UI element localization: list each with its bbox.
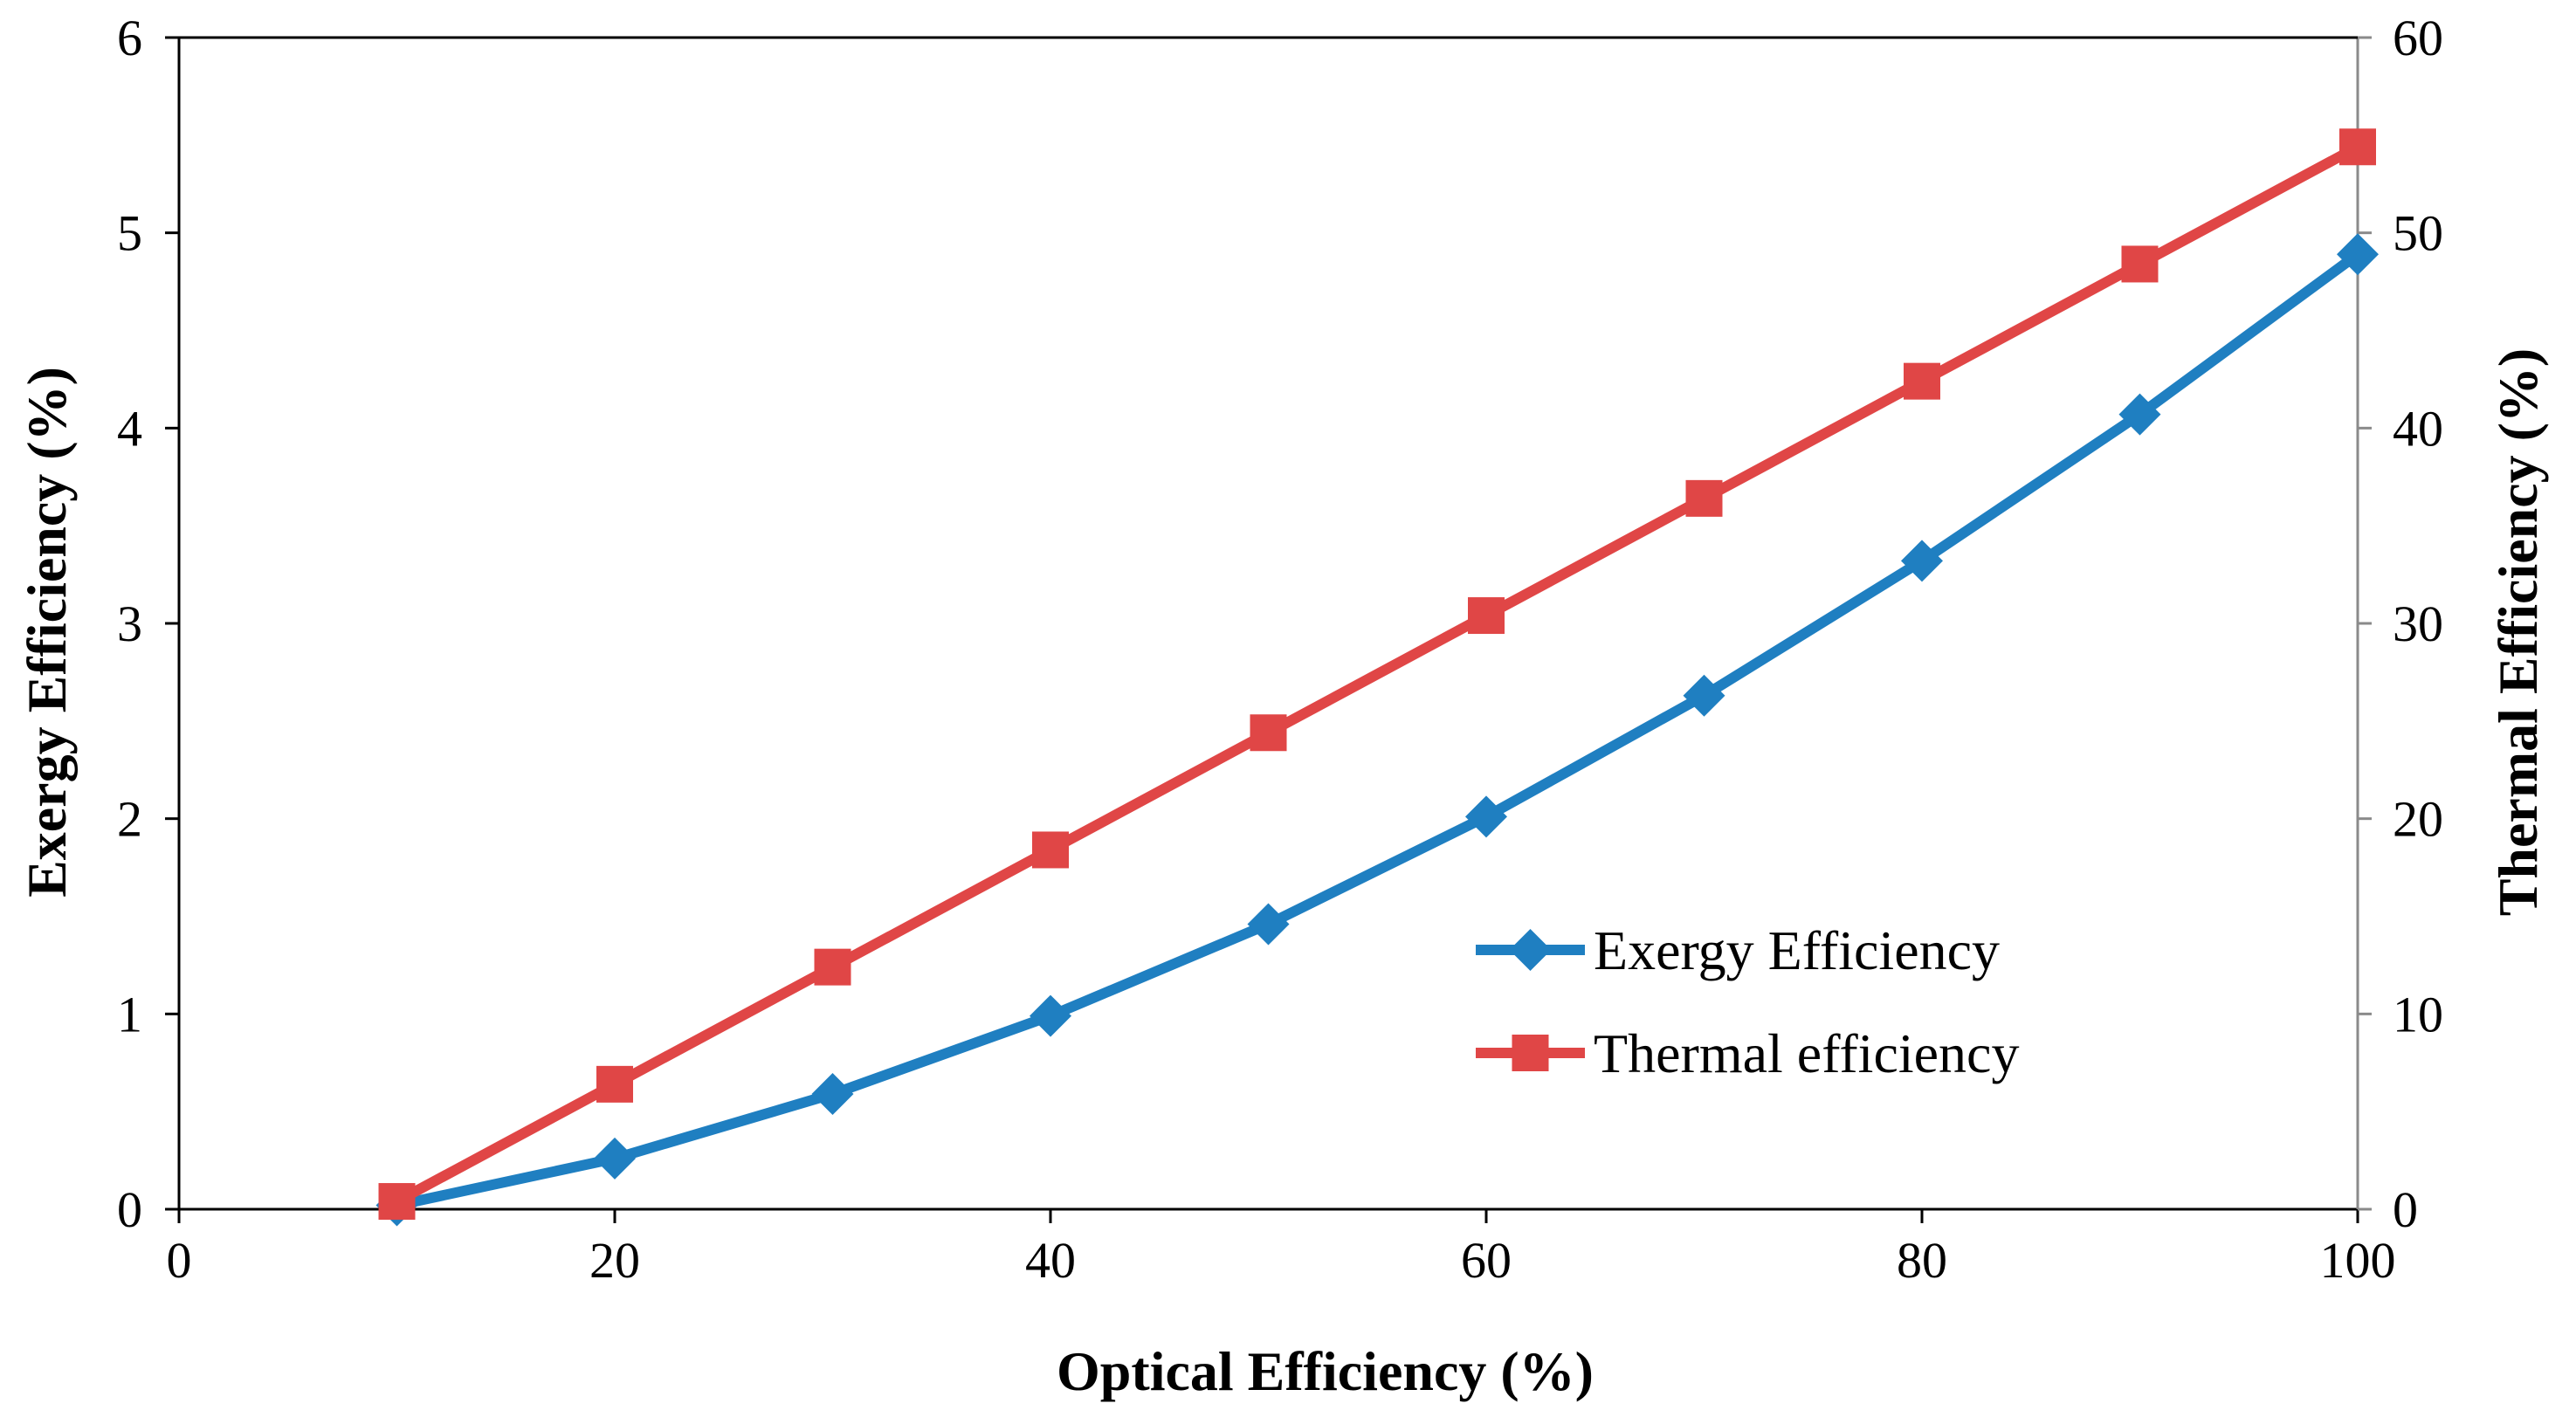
- right-y-tick-label: 40: [2393, 400, 2443, 457]
- data-point: [1468, 597, 1505, 635]
- legend-item: Thermal efficiency: [1476, 1022, 2019, 1084]
- left-y-tick-label: 3: [117, 595, 142, 652]
- series-0: [375, 233, 2379, 1227]
- series-1: [378, 128, 2376, 1221]
- data-point: [1685, 479, 1723, 517]
- x-tick-label: 80: [1897, 1232, 1947, 1289]
- right-y-tick-label: 60: [2393, 10, 2443, 66]
- data-point: [1465, 795, 1507, 838]
- data-point: [811, 1073, 854, 1116]
- legend-item: Exergy Efficiency: [1476, 919, 2000, 981]
- data-point: [1032, 831, 1069, 869]
- data-point: [1683, 674, 1725, 717]
- data-point: [1250, 714, 1287, 752]
- left-y-tick-label: 0: [117, 1181, 142, 1238]
- data-point: [1030, 994, 1071, 1037]
- right-y-tick-label: 30: [2393, 595, 2443, 652]
- left-y-tick-label: 4: [117, 400, 142, 457]
- data-point: [594, 1137, 636, 1180]
- x-tick-label: 100: [2320, 1232, 2396, 1289]
- series-line: [391, 141, 2363, 1207]
- left-y-tick-label: 2: [117, 791, 142, 848]
- legend-marker: [1509, 929, 1552, 971]
- legend-label: Thermal efficiency: [1594, 1022, 2019, 1084]
- data-point: [1901, 540, 1943, 582]
- data-point: [2337, 233, 2379, 276]
- x-tick-label: 20: [589, 1232, 640, 1289]
- left-y-tick-label: 6: [117, 10, 142, 66]
- right-y-tick-label: 10: [2393, 986, 2443, 1042]
- left-y-axis-title: Exergy Efficiency (%): [16, 367, 78, 898]
- axes: [177, 36, 2359, 1211]
- legend: Exergy Efficiency Thermal efficiency: [1476, 919, 2019, 1084]
- left-y-tick-label: 1: [117, 986, 142, 1042]
- series-line: [391, 249, 2363, 1211]
- legend-marker: [1512, 1035, 1549, 1071]
- right-y-axis-title: Thermal Efficiency (%): [2487, 348, 2549, 917]
- legend-label: Exergy Efficiency: [1594, 919, 2000, 981]
- data-point: [814, 948, 851, 986]
- data-point: [378, 1183, 416, 1221]
- series-layer: [375, 128, 2379, 1227]
- data-point: [2339, 128, 2376, 166]
- right-y-tick-label: 20: [2393, 791, 2443, 848]
- right-y-tick-label: 50: [2393, 205, 2443, 262]
- x-tick-label: 40: [1025, 1232, 1076, 1289]
- x-tick-label: 60: [1461, 1232, 1512, 1289]
- right-y-tick-label: 0: [2393, 1181, 2418, 1238]
- data-point: [1247, 903, 1290, 946]
- data-point: [596, 1065, 633, 1103]
- data-point: [1904, 362, 1940, 400]
- data-point: [2121, 245, 2159, 283]
- data-point: [2118, 393, 2161, 436]
- x-axis-title: Optical Efficiency (%): [1057, 1340, 1594, 1402]
- left-y-tick-label: 5: [117, 205, 142, 262]
- x-tick-label: 0: [167, 1232, 192, 1289]
